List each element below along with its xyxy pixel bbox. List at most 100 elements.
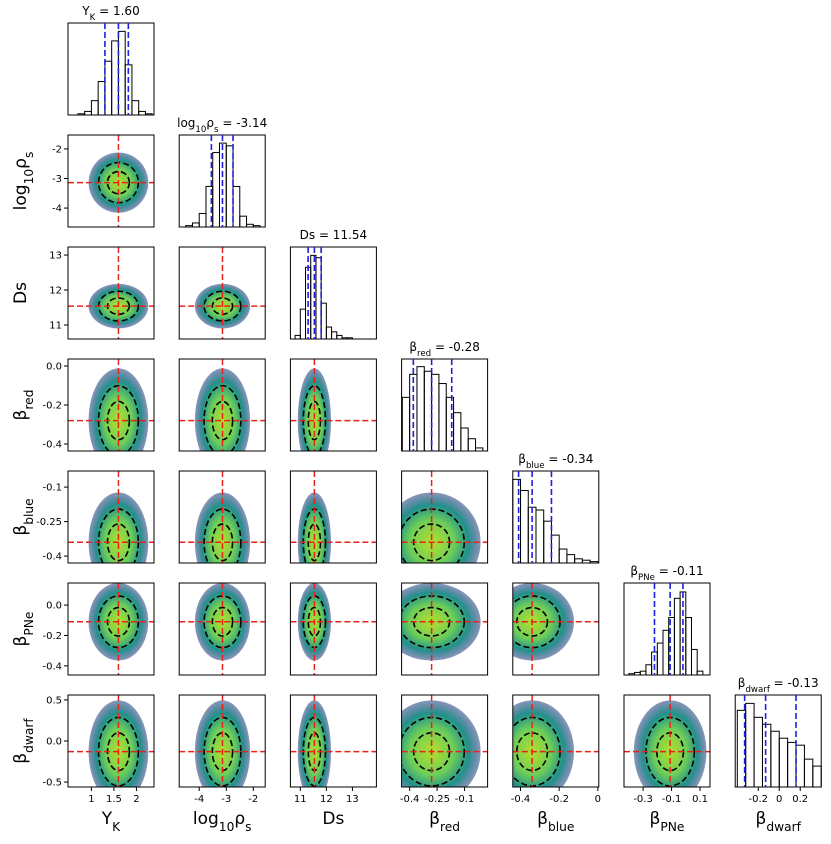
- scatter-panel: [178, 358, 266, 452]
- label-text: Ds: [300, 228, 316, 242]
- x-axis-label: βPNe: [650, 809, 685, 834]
- x-tick-label: -0.4: [511, 794, 531, 805]
- hist-bar: [673, 597, 681, 676]
- y-tick-label: -3: [52, 174, 62, 185]
- y-tick-label: -0.5: [42, 778, 62, 789]
- hist-bar: [656, 642, 664, 676]
- label-text: β: [650, 809, 661, 829]
- title-value: = -0.13: [770, 676, 819, 690]
- x-tick-label: 1: [88, 794, 94, 805]
- label-subscript: dwarf: [22, 718, 36, 753]
- scatter-panel: [289, 358, 377, 452]
- panel-frame: [178, 470, 266, 564]
- label-subscript: blue: [526, 461, 545, 471]
- panel-title: βPNe = -0.11: [630, 564, 703, 583]
- label-subscript: PNe: [660, 820, 684, 834]
- hist-bar: [423, 370, 433, 452]
- scatter-panel: [289, 470, 377, 564]
- y-axis-label: Ds: [11, 282, 31, 304]
- hist-bar: [138, 110, 146, 116]
- title-value: = -0.28: [431, 340, 480, 354]
- scatter-panel: [67, 694, 155, 788]
- hist-bar: [144, 113, 153, 116]
- scatter-panel: [67, 134, 155, 228]
- label-text: β: [11, 410, 31, 421]
- x-axis-label: βblue: [537, 809, 574, 834]
- hist-bar: [246, 223, 254, 228]
- hist-bar: [336, 334, 343, 340]
- panel-frame: [178, 358, 266, 452]
- y-tick-label: -0.2: [42, 631, 62, 642]
- panel-frame: [401, 694, 489, 788]
- label-text: β: [11, 525, 31, 536]
- label-text: Y: [101, 809, 113, 829]
- label-subscript: red: [417, 349, 431, 359]
- panel-frame: [289, 246, 377, 340]
- hist-bar: [745, 702, 755, 788]
- hist-bar: [558, 548, 568, 564]
- hist-bar: [77, 113, 86, 116]
- label-subscript: K: [112, 820, 121, 834]
- hist-bar: [212, 152, 220, 228]
- y-tick-label: 11: [49, 321, 62, 332]
- panel-title: βblue = -0.34: [518, 452, 593, 471]
- label-text: Y: [81, 4, 90, 18]
- hist-bar: [761, 723, 772, 788]
- contour: [97, 595, 140, 649]
- x-tick-label: 12: [320, 794, 333, 805]
- hist-bar: [315, 257, 322, 340]
- scatter-panel: [67, 582, 155, 676]
- label-text: β: [518, 452, 526, 466]
- hist-bar: [294, 334, 301, 340]
- scatter-panel: [401, 470, 489, 564]
- hist-bar: [628, 673, 636, 676]
- x-axis-label: Ds: [322, 809, 344, 829]
- panel-title: log10ρs = -3.14: [177, 116, 267, 135]
- hist-bar: [341, 337, 348, 340]
- hist-bar: [475, 447, 484, 452]
- hist-bar: [520, 490, 529, 564]
- label-subscript: PNe: [638, 573, 655, 583]
- hist-bar: [401, 396, 411, 452]
- panel-title: Ds = 11.54: [300, 228, 368, 242]
- label-text: Ds: [11, 282, 31, 304]
- hist-bar: [589, 561, 599, 564]
- hist-bar: [331, 331, 338, 340]
- y-tick-label: 0.0: [46, 601, 62, 612]
- hist-bar: [225, 145, 234, 228]
- hist-bar: [696, 670, 704, 676]
- y-tick-label: -0.4: [42, 661, 62, 672]
- title-value: = -3.14: [219, 116, 268, 130]
- contour: [203, 508, 242, 563]
- scatter-panel: [178, 582, 266, 676]
- hist-bar: [778, 737, 789, 788]
- panel-title: βred = -0.28: [409, 340, 480, 359]
- label-subscript: s: [245, 820, 251, 834]
- x-tick-label: -0.2: [749, 794, 769, 805]
- hist-bar: [117, 30, 126, 116]
- hist-bar: [634, 671, 641, 676]
- panel-frame: [623, 694, 711, 788]
- x-axis-label: βred: [429, 809, 460, 834]
- hist-bar: [131, 100, 140, 116]
- hist-bar: [299, 308, 307, 340]
- x-tick-label: 0: [595, 794, 601, 805]
- label-text: ρ: [234, 809, 245, 829]
- scatter-panel: [289, 694, 377, 788]
- hist-bar: [232, 185, 241, 228]
- x-tick-label: -4: [194, 794, 204, 805]
- hist-bar: [191, 222, 200, 228]
- title-value: = 11.54: [315, 228, 367, 242]
- hist-bar: [770, 730, 780, 788]
- hist-bar: [736, 709, 747, 788]
- y-tick-label: -0.4: [42, 552, 62, 563]
- panel-frame: [401, 358, 489, 452]
- contour: [97, 385, 140, 451]
- panel-title: YK = 1.60: [81, 4, 139, 23]
- label-text: ρ: [206, 116, 214, 130]
- hist-bar: [574, 558, 583, 564]
- scatter-panel: [67, 358, 155, 452]
- hist-bar: [460, 427, 469, 452]
- scatter-panel: [67, 470, 155, 564]
- contour: [211, 606, 234, 637]
